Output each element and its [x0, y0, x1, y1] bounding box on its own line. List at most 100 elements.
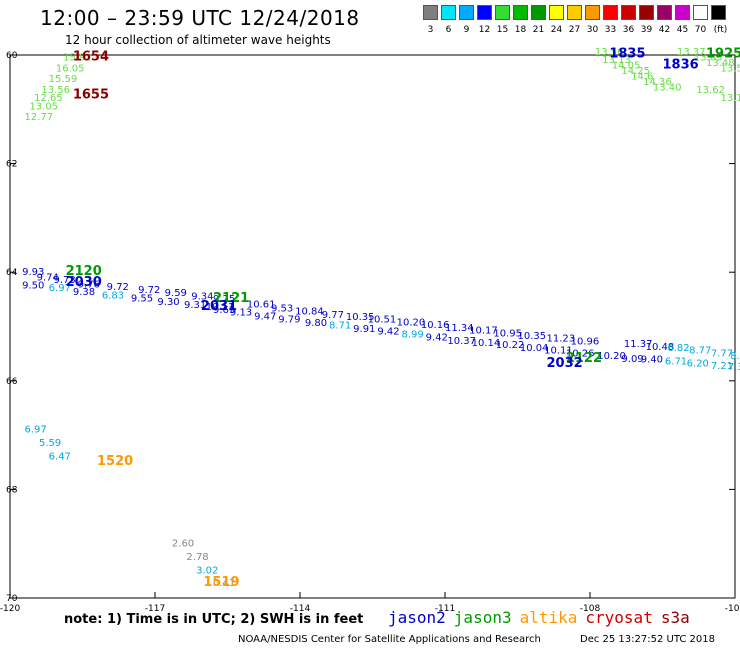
swh-value: 9.73	[54, 275, 76, 286]
swh-value: 10.48	[646, 342, 675, 353]
swh-value: 6.47	[49, 452, 71, 463]
colorbar-swatch	[639, 5, 654, 20]
swh-value: 5.59	[39, 438, 61, 449]
swh-value: 14.25	[621, 66, 650, 77]
colorbar-swatch	[459, 5, 474, 20]
swh-value: 9.42	[426, 333, 448, 344]
swh-value: 12.65	[34, 93, 63, 104]
legend-item-cryosat: cryosat	[585, 608, 653, 627]
swh-value: 13.15	[721, 93, 740, 104]
swh-value: 16.05	[56, 63, 85, 74]
colorbar-swatch	[549, 5, 564, 20]
colorbar-label: 33	[604, 25, 617, 35]
swh-value: 9.77	[322, 310, 344, 321]
lat-label: 62	[6, 160, 17, 170]
swh-value: 6.82	[667, 343, 689, 354]
legend-item-s3a: s3a	[660, 608, 690, 627]
track-time-label: 1925	[706, 47, 740, 62]
track-time-label: 1519	[203, 575, 239, 590]
swh-value: 8.99	[402, 329, 424, 340]
swh-value: 9.72	[138, 285, 160, 296]
swh-value: 9.79	[278, 315, 300, 326]
lat-label: 64	[6, 268, 18, 278]
swh-value: 12.77	[25, 112, 54, 123]
swh-value: 10.84	[295, 307, 324, 318]
swh-value: 14.36	[643, 77, 672, 88]
colorbar-swatch	[693, 5, 708, 20]
swh-value: 9.69	[213, 305, 235, 316]
map-frame	[9, 54, 736, 599]
colorbar-label: 9	[463, 25, 470, 35]
map-subtitle: 12 hour collection of altimeter wave hei…	[65, 33, 331, 47]
swh-value: 9.72	[107, 282, 129, 293]
swh-value: 13.63	[694, 52, 723, 63]
swh-value: 13.62	[696, 85, 725, 96]
swh-value: 9.91	[353, 324, 375, 335]
colorbar-swatch	[477, 5, 492, 20]
swh-value: 13.48	[706, 58, 735, 69]
swh-value: 9.31	[184, 300, 206, 311]
swh-value: 6.97	[25, 424, 47, 435]
swh-value: 8.39	[730, 351, 740, 362]
colorbar-label: 12	[478, 25, 491, 35]
swh-value: 13.13	[602, 55, 631, 66]
swh-value: 11.23	[547, 334, 576, 345]
swh-value: 10.95	[493, 328, 522, 339]
swh-value: 10.26	[566, 348, 595, 359]
swh-value: 7.77	[711, 348, 733, 359]
swh-value: 10.14	[472, 338, 501, 349]
swh-value: 6.71	[665, 357, 687, 368]
swh-value: 13.37	[677, 47, 706, 58]
colorbar-swatch	[675, 5, 690, 20]
colorbar-label: 42	[658, 25, 671, 35]
swh-value: 9.55	[131, 294, 153, 305]
swh-value: 15.92	[63, 52, 92, 63]
colorbar-label: 24	[550, 25, 563, 35]
swh-value: 10.35	[518, 331, 547, 342]
lat-label: 66	[6, 377, 18, 387]
swh-value: 8.77	[689, 346, 711, 357]
swh-value: 6.20	[687, 359, 709, 370]
swh-value: 9.25	[213, 294, 235, 305]
swh-value: 9.47	[254, 311, 276, 322]
legend-item-jason2: jason2	[388, 608, 446, 627]
swh-value: 9.34	[191, 291, 213, 302]
swh-value: 9.42	[377, 327, 399, 338]
colorbar-swatch	[711, 5, 726, 20]
colorbar-label: 15	[496, 25, 509, 35]
colorbar-label: 39	[640, 25, 653, 35]
swh-value: 10.11	[206, 302, 235, 313]
lon-label: -114	[290, 604, 311, 614]
colorbar-label: 70	[694, 25, 707, 35]
swh-value: 14.05	[612, 61, 641, 72]
colorbar-swatch	[441, 5, 456, 20]
swh-value: 13.56	[595, 47, 624, 58]
swh-value: 13.05	[29, 101, 58, 112]
colorbar-label: 45	[676, 25, 689, 35]
swh-value: 10.22	[496, 340, 525, 351]
colorbar-swatch	[603, 5, 618, 20]
colorbar-swatch	[657, 5, 672, 20]
colorbar-label: 30	[586, 25, 599, 35]
track-time-label: 2121	[213, 291, 249, 306]
swh-value: 9.38	[73, 287, 95, 298]
track-time-label: 2122	[566, 351, 602, 366]
swh-value: 13.52	[721, 63, 740, 74]
swh-value: 9.59	[165, 288, 187, 299]
lon-label: -105	[725, 604, 740, 614]
swh-value: 11.37	[624, 339, 653, 350]
colorbar-swatch	[621, 5, 636, 20]
swh-value: 10.51	[368, 315, 397, 326]
legend-item-jason3: jason3	[453, 608, 512, 627]
track-time-label: 1655	[73, 87, 109, 102]
swh-value: 9.50	[22, 280, 44, 291]
swh-value: 9.80	[305, 318, 327, 329]
swh-value: 9.93	[22, 267, 44, 278]
swh-value: 3.02	[196, 566, 218, 577]
colorbar-label: 6	[445, 25, 452, 35]
swh-value: 2.78	[186, 552, 208, 563]
units-note: note: 1) Time is in UTC; 2) SWH is in fe…	[64, 612, 364, 627]
swh-value: 9.53	[271, 303, 293, 314]
track-time-label: 1836	[663, 58, 699, 73]
